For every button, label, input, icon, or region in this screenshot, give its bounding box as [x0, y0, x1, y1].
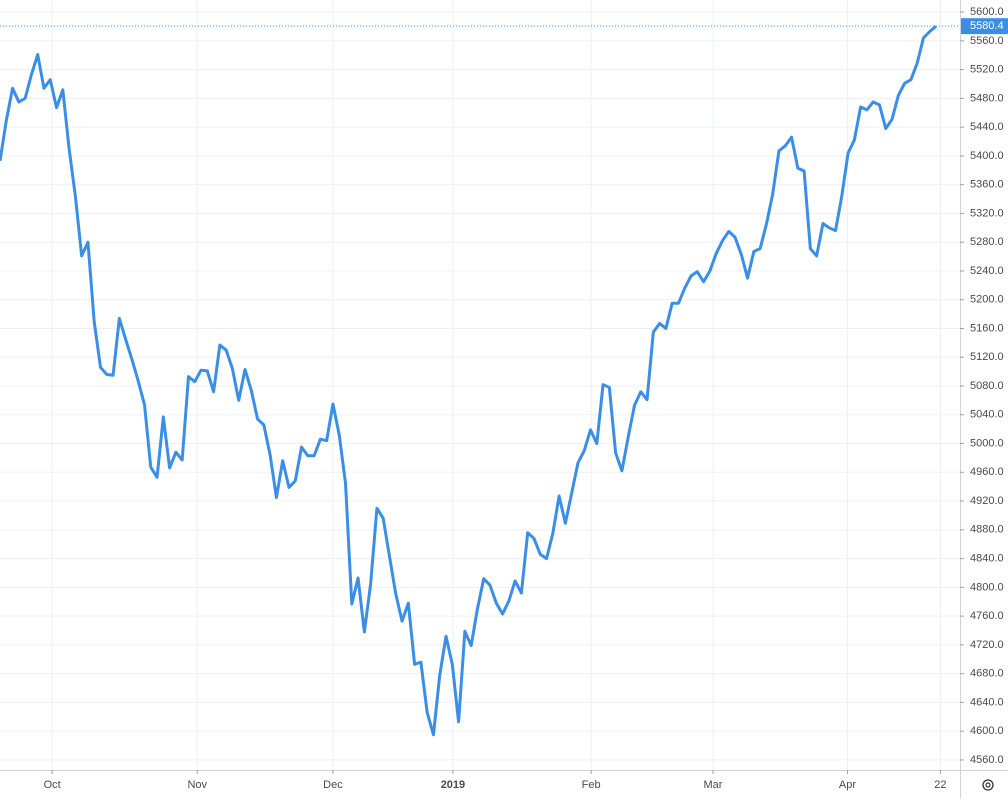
gear-center[interactable]	[985, 782, 991, 788]
y-tick-label: 4920.0	[970, 495, 1004, 507]
y-tick-label: 5520.0	[970, 64, 1004, 76]
y-tick-label: 5400.0	[970, 150, 1004, 162]
y-tick-label: 4560.0	[970, 754, 1004, 766]
y-tick-label: 5200.0	[970, 294, 1004, 306]
y-tick-label: 5040.0	[970, 409, 1004, 421]
last-price-box	[961, 18, 1008, 35]
y-tick-label: 5440.0	[970, 121, 1004, 133]
y-tick-label: 4800.0	[970, 581, 1004, 593]
y-tick-label: 5360.0	[970, 179, 1004, 191]
y-tick-label: 5000.0	[970, 437, 1004, 449]
y-tick-label: 5080.0	[970, 380, 1004, 392]
y-tick-label: 4640.0	[970, 696, 1004, 708]
y-tick-label: 4960.0	[970, 466, 1004, 478]
x-tick-label: 2019	[441, 779, 465, 791]
y-tick-label: 4680.0	[970, 668, 1004, 680]
y-tick-label: 5160.0	[970, 322, 1004, 334]
x-tick-label: Apr	[839, 779, 856, 791]
y-tick-label: 5320.0	[970, 207, 1004, 219]
x-tick-label: Mar	[704, 779, 723, 791]
gear[interactable]	[982, 779, 994, 791]
y-tick-label: 4760.0	[970, 610, 1004, 622]
y-tick-label: 5240.0	[970, 265, 1004, 277]
y-tick-label: 5120.0	[970, 351, 1004, 363]
x-tick-label: Oct	[44, 779, 61, 791]
y-tick-label: 5560.0	[970, 35, 1004, 47]
y-tick-label: 4840.0	[970, 552, 1004, 564]
x-tick-label: 22	[934, 779, 946, 791]
settings-icon[interactable]	[982, 779, 994, 791]
price-line	[0, 25, 937, 737]
grid	[0, 0, 960, 770]
last-price-label: 5580.4	[970, 20, 1004, 32]
x-tick-label: Feb	[582, 779, 601, 791]
y-tick-label: 5480.0	[970, 92, 1004, 104]
x-tick-label: Dec	[323, 779, 343, 791]
y-tick-label: 4600.0	[970, 725, 1004, 737]
y-tick-label: 4880.0	[970, 524, 1004, 536]
y-tick-label: 4720.0	[970, 639, 1004, 651]
y-tick-label: 5280.0	[970, 236, 1004, 248]
y-tick-label: 5600.0	[970, 6, 1004, 18]
x-tick-label: Nov	[187, 779, 207, 791]
